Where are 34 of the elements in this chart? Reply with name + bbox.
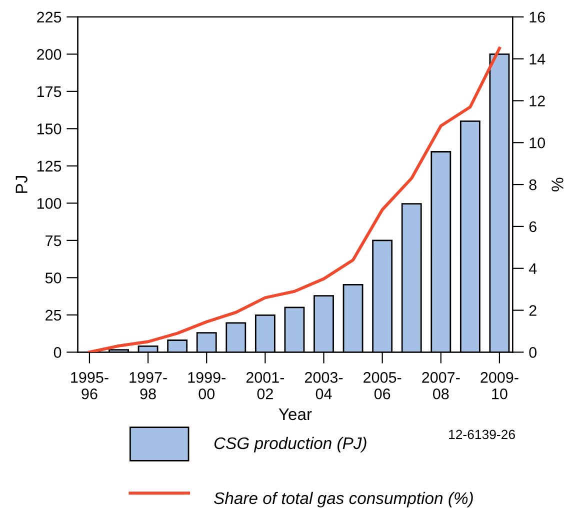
y2-tick-label: 8	[529, 179, 536, 190]
y2-tick-label: 0	[529, 347, 537, 358]
x-tick-label: 1997- 98	[130, 372, 167, 400]
y2-tick-label: 4	[528, 263, 537, 274]
y-tick-label: 200	[37, 49, 62, 60]
y2-tick-label: 10	[530, 137, 546, 148]
y-tick-label: 125	[37, 160, 62, 172]
x-tick-label: 1995- 96	[71, 372, 108, 400]
x-axis-title: Year	[278, 408, 312, 420]
y2-tick-label: 14	[530, 54, 546, 64]
y2-tick-label: 12	[530, 96, 545, 106]
y-tick-label: 175	[37, 86, 62, 98]
legend-label: CSG production (PJ)	[214, 436, 366, 452]
y-axis-title: PJ	[16, 176, 28, 193]
y-tick-label: 150	[37, 124, 62, 134]
y-tick-label: 100	[37, 198, 62, 209]
x-tick-label: 1999- 00	[188, 372, 226, 400]
y-tick-label: 50	[45, 272, 62, 284]
legend-label: Share of total gas consumption (%)	[214, 492, 473, 508]
x-tick-label: 2003- 04	[304, 372, 343, 400]
y2-axis-title: %	[552, 178, 564, 192]
y-tick-label: 75	[46, 235, 62, 246]
x-tick-label: 2001- 02	[246, 372, 284, 400]
y2-tick-label: 16	[530, 12, 545, 23]
line-series	[88, 46, 501, 352]
y2-tick-label: 6	[529, 221, 536, 232]
text: 12-6139-26	[449, 430, 515, 440]
x-tick-label: 2009- 10	[480, 372, 518, 400]
y2-tick-label: 2	[529, 305, 536, 316]
x-tick-label: 2007- 08	[422, 372, 460, 400]
y-tick-label: 225	[37, 12, 62, 23]
x-tick-label: 2005- 06	[364, 372, 402, 400]
y-tick-label: 0	[54, 347, 62, 358]
y-tick-label: 25	[46, 310, 62, 321]
